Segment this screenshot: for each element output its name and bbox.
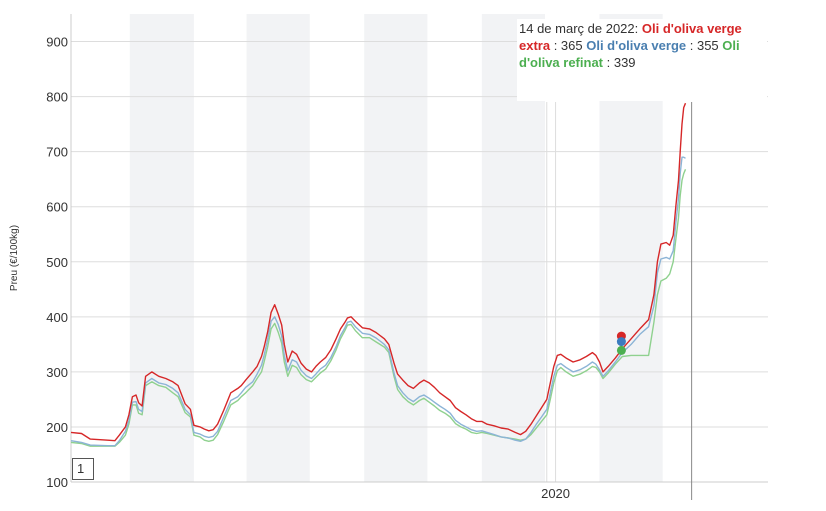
page-indicator-button[interactable]: 1 (72, 458, 94, 480)
shaded-band-2 (364, 14, 428, 482)
series-lines (70, 102, 687, 447)
series-line-2 (70, 169, 687, 447)
x-tick-label-2020: 2020 (541, 486, 570, 501)
tooltip-series-verge-value: : 355 (686, 38, 723, 53)
y-tick-label-600: 600 (46, 200, 68, 215)
y-tick-label-100: 100 (46, 475, 68, 490)
x-axis-ticks: 2020 (541, 486, 570, 501)
tooltip-series-refinat-label: Oli d'oliva refinat (519, 38, 740, 70)
highlight-dots (616, 331, 626, 355)
y-tick-label-900: 900 (46, 35, 68, 50)
y-axis-ticks: 100 200 300 400 500 600 700 800 900 (46, 35, 68, 490)
tooltip-series-extra-label: Oli d'oliva verge extra (519, 21, 742, 53)
tooltip-series-refinat-value: : 339 (603, 55, 636, 70)
shaded-band-1 (246, 14, 310, 482)
tooltip-series-verge-label: Oli d'oliva verge (586, 38, 687, 53)
y-tick-label-200: 200 (46, 420, 68, 435)
y-axis-title: Preu (€/100kg) (9, 225, 20, 291)
y-tick-label-800: 800 (46, 90, 68, 105)
tooltip-separator: : (634, 21, 642, 36)
highlight-dot-2 (616, 345, 626, 355)
chart-tooltip: 14 de març de 2022: Oli d'oliva verge ex… (517, 19, 767, 101)
tooltip-series-extra-value: : 365 (550, 38, 587, 53)
tooltip-date: 14 de març de 2022 (519, 21, 635, 36)
highlight-dot-1 (616, 337, 626, 347)
series-line-0 (70, 102, 687, 442)
y-tick-label-700: 700 (46, 145, 68, 160)
series-line-1 (70, 156, 686, 447)
vertical-gridlines (546, 102, 557, 482)
y-tick-label-500: 500 (46, 255, 68, 270)
y-tick-label-300: 300 (46, 365, 68, 380)
y-tick-label-400: 400 (46, 310, 68, 325)
